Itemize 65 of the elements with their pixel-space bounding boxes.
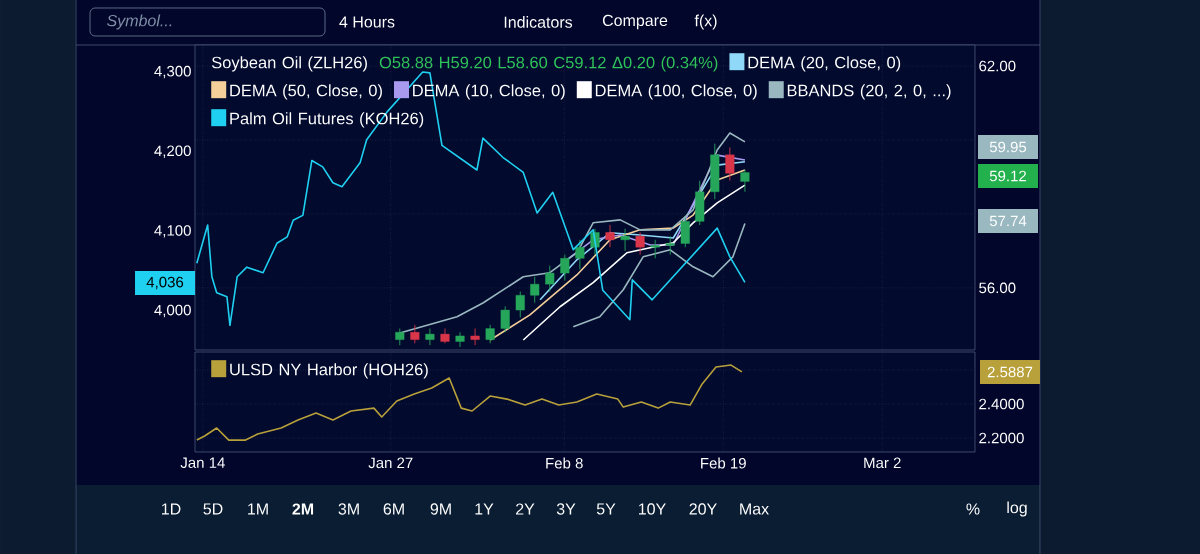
candlestick	[560, 254, 570, 281]
legend-label: DEMA (50, Close, 0)	[230, 84, 382, 100]
text: 1Y	[475, 503, 494, 515]
candlestick	[515, 291, 525, 318]
x-tick-label: Jan 14	[180, 457, 225, 468]
x-tick-label: Jan 27	[368, 457, 413, 469]
y2-tick-label: 56.00	[979, 282, 1016, 294]
text: 4,036	[146, 276, 184, 290]
y2-tick-label: 62.00	[979, 60, 1016, 72]
text: 5Y	[596, 503, 616, 515]
legend-label: DEMA (20, Close, 0)	[748, 56, 901, 72]
text: Indicators	[504, 16, 573, 28]
text: %	[966, 503, 980, 515]
candlestick	[410, 324, 420, 344]
candlestick	[425, 328, 435, 346]
text: 2.5887	[987, 366, 1033, 378]
text: 59.95	[989, 141, 1027, 153]
text: 1D	[162, 503, 181, 515]
candlestick	[740, 169, 750, 193]
candlestick	[635, 231, 645, 256]
text: 2M	[292, 503, 314, 515]
candlestick	[725, 146, 735, 182]
y-tick-label: 4,200	[154, 145, 191, 158]
text: 1M	[248, 503, 268, 515]
text: f(x)	[694, 14, 717, 30]
candlestick	[575, 239, 585, 270]
text: 3Y	[556, 503, 576, 515]
text: 3M	[338, 503, 359, 515]
candlestick	[530, 276, 540, 304]
x-tick-label: Feb 19	[701, 457, 746, 469]
y-tick-label: 4,300	[154, 65, 191, 79]
text: 57.74	[989, 215, 1027, 227]
text: Soybean Oil (ZLH26)	[211, 56, 367, 72]
candlestick	[620, 228, 630, 252]
text: 10Y	[638, 503, 666, 515]
text: O58.88 H59.20 L58.60 C59.12 Δ0.20 (0.34%)	[379, 56, 718, 72]
y-tick-label: 2.4000	[979, 398, 1024, 410]
text: 4 Hours	[339, 16, 395, 28]
text: 59.12	[989, 170, 1027, 182]
candlestick	[680, 217, 690, 248]
x-tick-label: Mar 2	[864, 457, 901, 469]
text: log	[1007, 501, 1027, 517]
candlestick	[545, 265, 555, 293]
text: Symbol...	[107, 14, 172, 30]
text: 5D	[203, 503, 223, 515]
y-tick-label: 4,100	[154, 225, 191, 238]
text: 6M	[383, 503, 404, 515]
text: 2Y	[516, 503, 535, 515]
text: 9M	[430, 503, 451, 515]
candlestick	[455, 331, 465, 348]
candlestick	[650, 239, 660, 259]
x-tick-label: Feb 8	[546, 457, 583, 469]
candlestick	[485, 324, 495, 344]
legend-label: ULSD NY Harbor (HOH26)	[230, 363, 428, 379]
text: Compare	[602, 14, 668, 30]
candlestick	[500, 305, 510, 333]
legend-label: BBANDS (20, 2, 0, ...)	[787, 84, 951, 100]
text: 20Y	[689, 503, 717, 515]
candlestick	[470, 328, 480, 346]
y-tick-label: 4,000	[154, 304, 191, 318]
candlestick	[605, 224, 615, 248]
y-tick-label: 2.2000	[979, 432, 1024, 444]
text: Max	[740, 503, 769, 515]
candlestick	[665, 235, 675, 256]
legend-label: DEMA (100, Close, 0)	[595, 84, 757, 100]
